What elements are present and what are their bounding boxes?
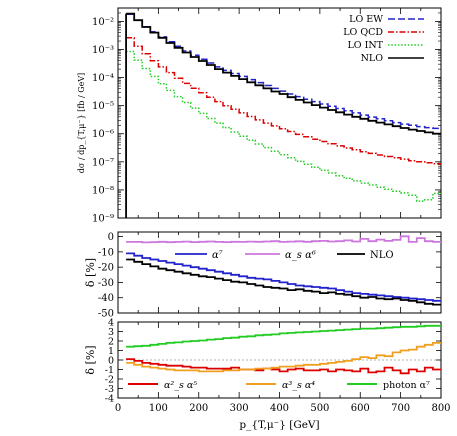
- middle-series-0: [126, 252, 441, 302]
- top-series-3: [126, 12, 441, 135]
- middle-legend-label: α⁷: [212, 250, 223, 261]
- middle-series-1: [126, 235, 441, 244]
- middle-ytick-label: -50: [98, 309, 114, 320]
- legend-label: NLO: [361, 53, 384, 64]
- bottom-ytick-label: -3: [105, 384, 114, 395]
- middle-ytick-label: -40: [98, 293, 114, 304]
- top-series-1: [126, 37, 441, 165]
- top-ytick-label: 10⁻⁵: [92, 101, 114, 112]
- x-tick-label: 800: [431, 403, 450, 414]
- top-ytick-label: 10⁻⁴: [92, 73, 114, 84]
- top-ytick-label: 10⁻⁷: [92, 157, 114, 168]
- top-ytick-label: 10⁻²: [92, 17, 114, 28]
- x-tick-label: 700: [391, 403, 410, 414]
- bottom-ytick-label: -2: [105, 375, 114, 386]
- x-tick-label: 400: [270, 403, 289, 414]
- bottom-ytick-label: 0: [108, 356, 114, 367]
- bottom-series-1: [126, 342, 441, 373]
- bottom-ylabel-text: δ [%]: [84, 345, 97, 374]
- bottom-ytick-label: -1: [105, 365, 114, 376]
- x-tick-label: 100: [149, 403, 168, 414]
- legend-label: LO QCD: [343, 27, 383, 38]
- middle-ylabel-text: δ [%]: [84, 258, 97, 287]
- bottom-legend-label: α³_s α⁴: [282, 380, 315, 391]
- legend-label: LO INT: [347, 40, 383, 51]
- bottom-legend-label: photon α⁷: [383, 380, 430, 391]
- bottom-ytick-label: -4: [105, 394, 114, 405]
- bottom-ytick-label: 1: [108, 346, 114, 357]
- x-axis-label: p_{T,μ⁻} [GeV]: [239, 419, 319, 431]
- x-tick-label: 0: [115, 403, 121, 414]
- top-series-0: [126, 13, 441, 130]
- middle-ytick-label: -10: [98, 247, 114, 258]
- top-ytick-label: 10⁻⁶: [92, 129, 114, 140]
- top-ytick-label: 10⁻⁸: [92, 185, 114, 196]
- top-ylabel-text: dσ / dp_{T,μ⁻} [fb / GeV]: [77, 73, 86, 173]
- middle-ylabel: δ [%]: [84, 258, 97, 287]
- top-series-2: [126, 50, 441, 202]
- x-tick-label: 500: [310, 403, 329, 414]
- x-tick-label: 300: [230, 403, 249, 414]
- x-tick-label: 600: [351, 403, 370, 414]
- bottom-ytick-label: 3: [108, 327, 114, 338]
- top-ytick-label: 10⁻³: [92, 45, 114, 56]
- middle-ytick-label: -30: [98, 278, 114, 289]
- x-tick-label: 200: [189, 403, 208, 414]
- middle-ytick-label: 0: [108, 232, 114, 243]
- middle-legend-label: NLO: [370, 250, 394, 261]
- middle-series-2: [126, 258, 441, 306]
- bottom-series-2: [126, 324, 441, 348]
- top-ylabel: dσ / dp_{T,μ⁻} [fb / GeV]: [77, 73, 86, 173]
- bottom-ylabel: δ [%]: [84, 345, 97, 374]
- bottom-legend-label: α²_s α⁵: [164, 380, 197, 391]
- legend-label: LO EW: [349, 14, 383, 25]
- top-ytick-label: 10⁻⁹: [92, 214, 114, 225]
- middle-panel-frame: [117, 231, 442, 314]
- bottom-ytick-label: 4: [108, 318, 114, 329]
- bottom-ytick-label: 2: [108, 337, 114, 348]
- middle-legend-label: α_s α⁶: [285, 250, 316, 261]
- bottom-series-0: [126, 358, 441, 375]
- middle-ytick-label: -20: [98, 263, 114, 274]
